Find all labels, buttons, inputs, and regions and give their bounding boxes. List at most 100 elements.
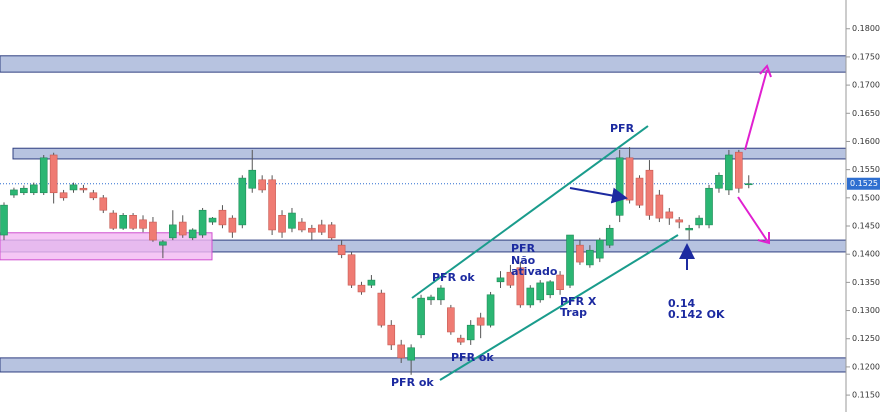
candle-body bbox=[119, 214, 127, 229]
annotation: PFR ok bbox=[451, 351, 494, 364]
candle-body bbox=[725, 154, 733, 191]
last-price-label: 0.1525 bbox=[850, 179, 878, 188]
candle-body bbox=[69, 184, 78, 191]
annotation: 0.14 bbox=[668, 297, 695, 310]
zone bbox=[0, 357, 847, 373]
annotation: PFR ok bbox=[391, 376, 434, 389]
candle-body bbox=[744, 183, 753, 186]
candle-body bbox=[536, 282, 545, 301]
candle-body bbox=[486, 294, 495, 326]
candle-body bbox=[278, 214, 286, 233]
candle-body bbox=[218, 209, 227, 226]
candle-body bbox=[586, 249, 594, 266]
zone bbox=[12, 147, 847, 160]
annotation: Trap bbox=[560, 306, 587, 319]
candle-body bbox=[258, 179, 266, 191]
candle-body bbox=[735, 151, 743, 189]
candle-body bbox=[79, 187, 88, 191]
candle-body bbox=[427, 296, 435, 301]
candle-body bbox=[595, 239, 604, 259]
zone bbox=[0, 232, 213, 261]
y-tick-label: 0.1650 bbox=[852, 109, 880, 118]
candle-body bbox=[695, 217, 703, 226]
candle-body bbox=[715, 174, 723, 189]
candle-body bbox=[0, 204, 8, 236]
candle-body bbox=[248, 169, 257, 189]
candle-body bbox=[605, 227, 614, 246]
candle-body bbox=[466, 324, 475, 341]
candle-body bbox=[228, 217, 237, 233]
annotation: PFR X bbox=[560, 295, 597, 308]
candle-body bbox=[39, 157, 48, 194]
candle-body bbox=[645, 169, 654, 216]
drawings bbox=[411, 64, 772, 381]
annotation: Não bbox=[511, 254, 536, 267]
price-label-box bbox=[847, 177, 880, 190]
candle-body bbox=[139, 219, 147, 229]
candle-body bbox=[208, 217, 217, 223]
candle-body bbox=[625, 157, 634, 201]
y-tick-label: 0.1400 bbox=[852, 250, 880, 259]
y-tick-label: 0.1800 bbox=[852, 24, 880, 33]
candle-body bbox=[178, 221, 187, 236]
price-axis bbox=[846, 0, 880, 412]
candle-body bbox=[149, 221, 157, 241]
candle-body bbox=[417, 297, 425, 336]
candle-body bbox=[198, 209, 207, 236]
channel-line bbox=[439, 234, 679, 381]
candle-body bbox=[367, 279, 376, 286]
candle-body bbox=[169, 224, 177, 239]
candle-body bbox=[308, 227, 316, 233]
candle-body bbox=[506, 271, 515, 286]
candle-body bbox=[20, 187, 28, 194]
candle-body bbox=[615, 157, 624, 216]
candle-body bbox=[188, 229, 197, 239]
candle-body bbox=[437, 287, 445, 301]
candle-body bbox=[357, 284, 366, 293]
y-tick-label: 0.1300 bbox=[852, 306, 880, 315]
candle-body bbox=[337, 244, 346, 256]
candle-body bbox=[407, 347, 415, 361]
candle-body bbox=[675, 219, 684, 223]
candle-body bbox=[476, 317, 485, 326]
arrow bbox=[744, 69, 768, 151]
candle-body bbox=[705, 187, 713, 226]
candle-body bbox=[566, 234, 574, 286]
candle-body bbox=[298, 221, 306, 231]
candle-body bbox=[268, 179, 276, 231]
arrow-head bbox=[757, 232, 770, 245]
y-tick-label: 0.1150 bbox=[852, 391, 880, 400]
annotation: PFR ok bbox=[432, 271, 475, 284]
candle-body bbox=[456, 337, 465, 343]
candle-body bbox=[546, 281, 554, 296]
annotation: PFR bbox=[511, 242, 536, 255]
candle-body bbox=[317, 224, 326, 233]
y-tick-label: 0.1600 bbox=[852, 137, 880, 146]
candle-body bbox=[377, 292, 386, 326]
candle-body bbox=[10, 189, 18, 196]
y-tick-label: 0.1550 bbox=[852, 165, 880, 174]
candle-body bbox=[496, 277, 505, 283]
candle-body bbox=[159, 241, 167, 246]
candle-body bbox=[665, 211, 674, 219]
candle-body bbox=[238, 177, 247, 226]
y-tick-label: 0.1500 bbox=[852, 193, 880, 202]
candle-body bbox=[447, 307, 455, 333]
candle-body bbox=[685, 227, 693, 231]
candle-body bbox=[59, 192, 68, 199]
candle-body bbox=[397, 344, 406, 359]
candle-body bbox=[526, 287, 535, 306]
arrow bbox=[737, 196, 769, 243]
candle-body bbox=[99, 197, 108, 211]
channel-line bbox=[411, 125, 649, 299]
y-tick-label: 0.1250 bbox=[852, 334, 880, 343]
annotation: 0.142 OK bbox=[668, 308, 725, 321]
y-tick-label: 0.1350 bbox=[852, 278, 880, 287]
y-tick-label: 0.1450 bbox=[852, 222, 880, 231]
candle-body bbox=[29, 184, 38, 194]
candle-body bbox=[576, 244, 584, 263]
y-tick-label: 0.1700 bbox=[852, 81, 880, 90]
candle-body bbox=[109, 212, 118, 229]
annotation: ativado bbox=[511, 265, 558, 278]
